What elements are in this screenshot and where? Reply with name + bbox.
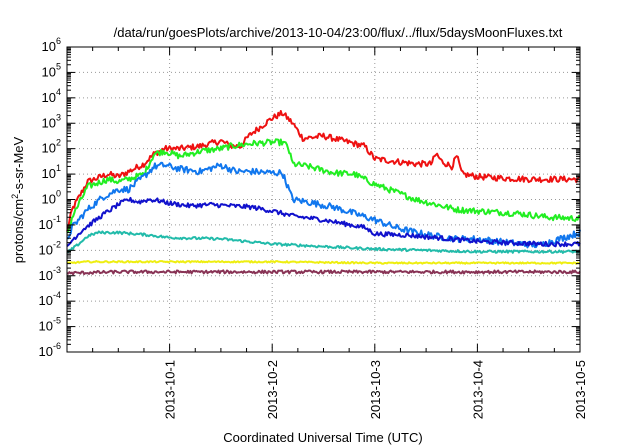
series-group	[66, 110, 581, 276]
series-line	[66, 269, 581, 276]
y-tick-label: 10-2	[39, 239, 61, 257]
y-tick-label: 10-6	[39, 341, 61, 359]
x-axis-label: Coordinated Universal Time (UTC)	[223, 430, 422, 445]
y-ticks: 10-6 10-5 10-4 10-3 10-2 10-1 100 101 102 103 104 1…	[39, 36, 580, 359]
y-tick-label: 103	[42, 112, 61, 130]
y-axis-label-suffix: -s-sr-MeV	[11, 136, 26, 193]
x-tick-label: 2013-10-5	[573, 360, 588, 419]
y-tick-label: 100	[42, 189, 61, 207]
y-tick-label: 104	[42, 87, 61, 105]
grid	[67, 47, 580, 352]
y-tick-label: 10-4	[39, 290, 61, 308]
y-tick-label: 102	[42, 138, 61, 156]
x-tick-label: 2013-10-2	[265, 360, 280, 419]
y-tick-label: 106	[42, 36, 61, 54]
y-tick-label: 10-3	[39, 265, 61, 283]
x-tick-label: 2013-10-3	[368, 360, 383, 419]
x-tick-label: 2013-10-4	[470, 360, 485, 419]
y-axis-label: protons/cm2-s-sr-MeV	[10, 136, 26, 263]
series-line	[66, 260, 581, 265]
x-ticks: 2013-10-1 2013-10-2 2013-10-3 2013-10-4 2013…	[92, 47, 588, 419]
x-tick-label: 2013-10-1	[163, 360, 178, 419]
y-tick-label: 10-1	[39, 214, 61, 232]
y-tick-label: 101	[42, 163, 61, 181]
series-line	[66, 138, 581, 234]
y-tick-label: 105	[42, 61, 61, 79]
series-line	[66, 196, 581, 248]
y-axis-label-prefix: protons/cm	[11, 199, 26, 263]
y-axis-label-sup: 2	[10, 194, 20, 199]
y-tick-label: 10-5	[39, 316, 61, 334]
series-line	[66, 110, 581, 232]
series-line	[66, 230, 581, 254]
chart-title: /data/run/goesPlots/archive/2013-10-04/2…	[114, 25, 563, 40]
